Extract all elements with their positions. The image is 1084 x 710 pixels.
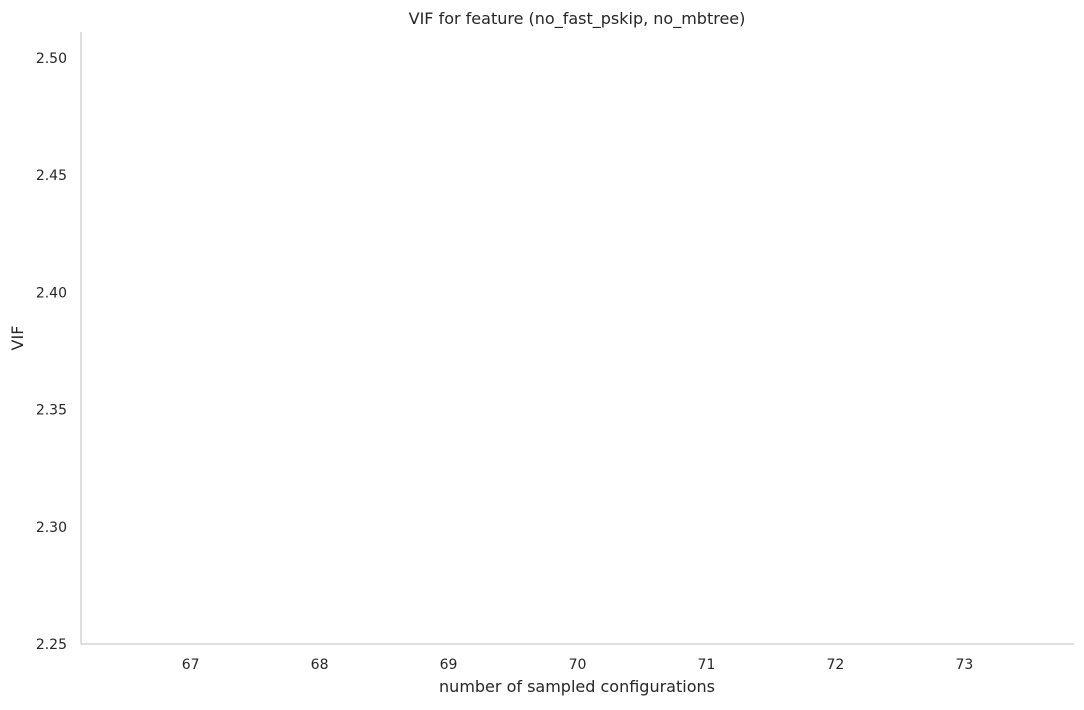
y-tick-label: 2.40	[36, 285, 67, 301]
x-tick-label: 67	[182, 657, 200, 673]
y-tick-label: 2.45	[36, 168, 67, 184]
x-tick-label: 68	[311, 657, 329, 673]
y-tick-label: 2.25	[36, 637, 67, 653]
y-tick-labels: 2.25 2.30 2.35 2.40 2.45 2.50	[36, 51, 67, 653]
y-tick-label: 2.30	[36, 520, 67, 536]
chart-title: VIF for feature (no_fast_pskip, no_mbtre…	[409, 9, 746, 29]
x-axis-label: number of sampled configurations	[439, 677, 715, 696]
y-tick-label: 2.35	[36, 403, 67, 419]
y-axis-label: VIF	[8, 326, 27, 351]
x-tick-label: 70	[569, 657, 587, 673]
x-tick-label: 69	[440, 657, 458, 673]
x-tick-label: 71	[698, 657, 716, 673]
x-tick-label: 72	[827, 657, 845, 673]
y-tick-label: 2.50	[36, 51, 67, 67]
x-tick-label: 73	[955, 657, 973, 673]
x-tick-labels: 67 68 69 70 71 72 73	[182, 657, 974, 673]
